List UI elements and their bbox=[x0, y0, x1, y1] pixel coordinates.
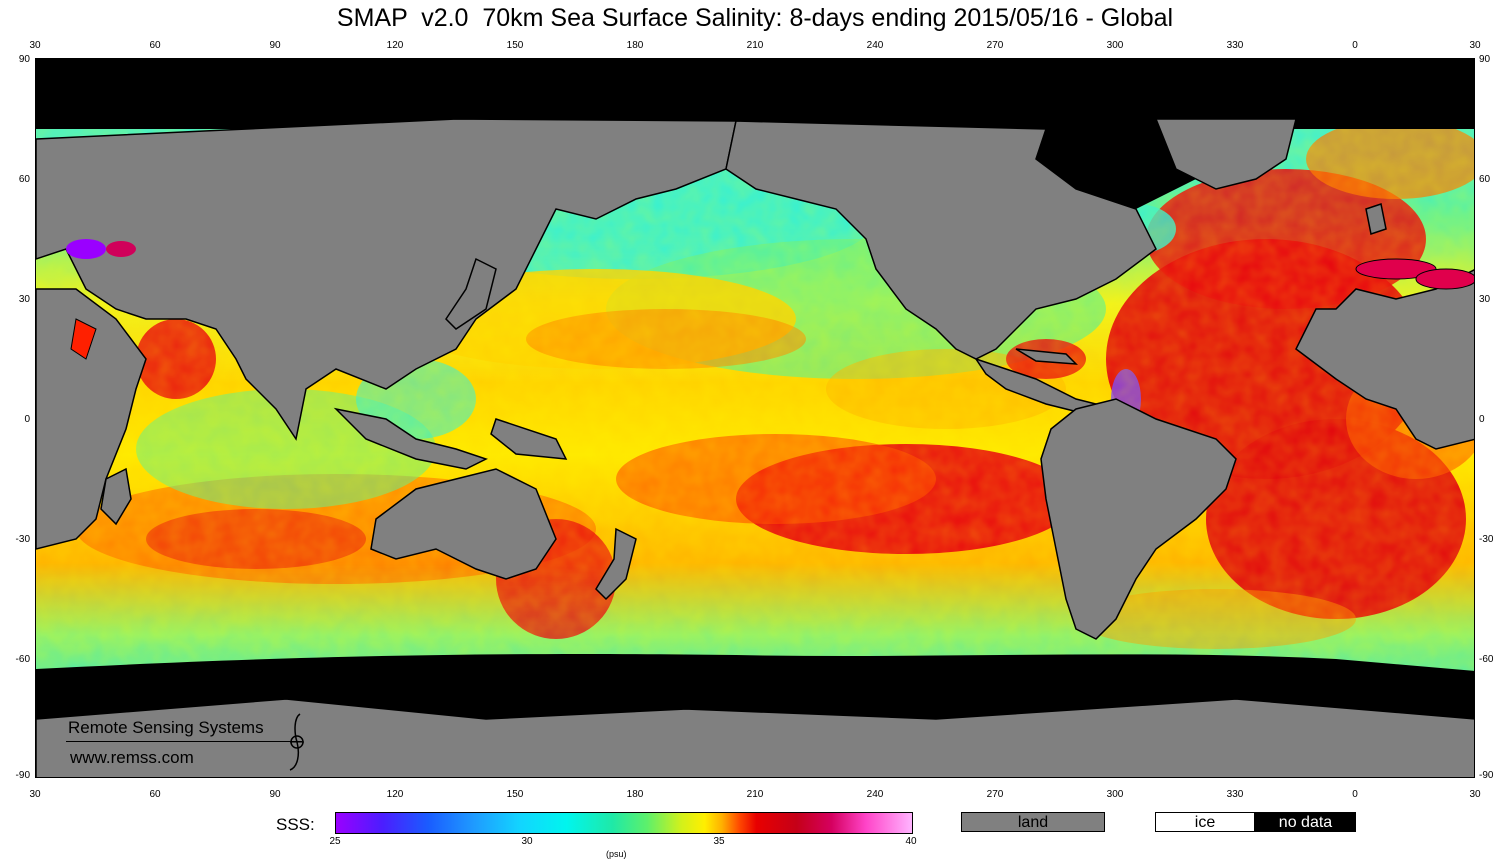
lat-label: 30 bbox=[1479, 294, 1491, 305]
lon-label: 0 bbox=[1352, 40, 1358, 51]
lon-label: 150 bbox=[506, 40, 524, 51]
lat-label: 90 bbox=[18, 54, 30, 65]
land-masses bbox=[36, 118, 1474, 777]
lon-label: 210 bbox=[746, 789, 764, 800]
map-title: SMAP v2.0 70km Sea Surface Salinity: 8-d… bbox=[336, 4, 1174, 32]
lon-label: 240 bbox=[866, 789, 884, 800]
watermark-divider bbox=[66, 741, 302, 742]
lon-label: 120 bbox=[386, 789, 404, 800]
lon-label: 150 bbox=[506, 789, 524, 800]
org-watermark: Remote Sensing Systems bbox=[68, 718, 264, 737]
lat-label: 90 bbox=[1479, 54, 1491, 65]
colorbar-tick: 25 bbox=[329, 836, 341, 847]
lat-label: -60 bbox=[15, 654, 30, 665]
org-url: www.remss.com bbox=[70, 748, 194, 767]
lon-label: 330 bbox=[1226, 789, 1244, 800]
lon-label: 30 bbox=[1469, 789, 1481, 800]
lat-label: 30 bbox=[18, 294, 30, 305]
lat-label: -90 bbox=[15, 770, 30, 781]
lon-label: 30 bbox=[29, 40, 41, 51]
lon-label: 60 bbox=[149, 789, 161, 800]
lon-label: 240 bbox=[866, 40, 884, 51]
lat-label: 60 bbox=[18, 174, 30, 185]
legend-land: land bbox=[961, 812, 1105, 832]
lon-label: 270 bbox=[986, 40, 1004, 51]
lon-label: 30 bbox=[1469, 40, 1481, 51]
lat-label: -30 bbox=[15, 534, 30, 545]
lon-label: 60 bbox=[149, 40, 161, 51]
colorbar-tick: 40 bbox=[905, 836, 917, 847]
lon-label: 270 bbox=[986, 789, 1004, 800]
colorbar-units: (psu) bbox=[606, 849, 627, 859]
lat-label: -60 bbox=[1479, 654, 1494, 665]
lon-label: 300 bbox=[1106, 789, 1124, 800]
lon-label: 180 bbox=[626, 789, 644, 800]
lon-label: 180 bbox=[626, 40, 644, 51]
rss-logo-icon bbox=[289, 713, 304, 771]
legend-ice: ice bbox=[1155, 812, 1255, 832]
lon-label: 90 bbox=[269, 789, 281, 800]
colorbar-label: SSS: bbox=[276, 815, 315, 834]
lon-label: 0 bbox=[1352, 789, 1358, 800]
salinity-map bbox=[35, 58, 1475, 778]
lon-label: 90 bbox=[269, 40, 281, 51]
lat-label: 0 bbox=[24, 414, 30, 425]
lat-label: 60 bbox=[1479, 174, 1491, 185]
lon-label: 300 bbox=[1106, 40, 1124, 51]
lat-label: -30 bbox=[1479, 534, 1494, 545]
colorbar-tick: 30 bbox=[521, 836, 533, 847]
lon-label: 120 bbox=[386, 40, 404, 51]
colorbar bbox=[335, 812, 913, 834]
lon-label: 330 bbox=[1226, 40, 1244, 51]
lat-label: 0 bbox=[1479, 414, 1485, 425]
colorbar-tick: 35 bbox=[713, 836, 725, 847]
lon-label: 30 bbox=[29, 789, 41, 800]
lon-label: 210 bbox=[746, 40, 764, 51]
lat-label: -90 bbox=[1479, 770, 1494, 781]
legend-no-data: no data bbox=[1255, 812, 1356, 832]
inland-seas bbox=[66, 239, 1474, 360]
